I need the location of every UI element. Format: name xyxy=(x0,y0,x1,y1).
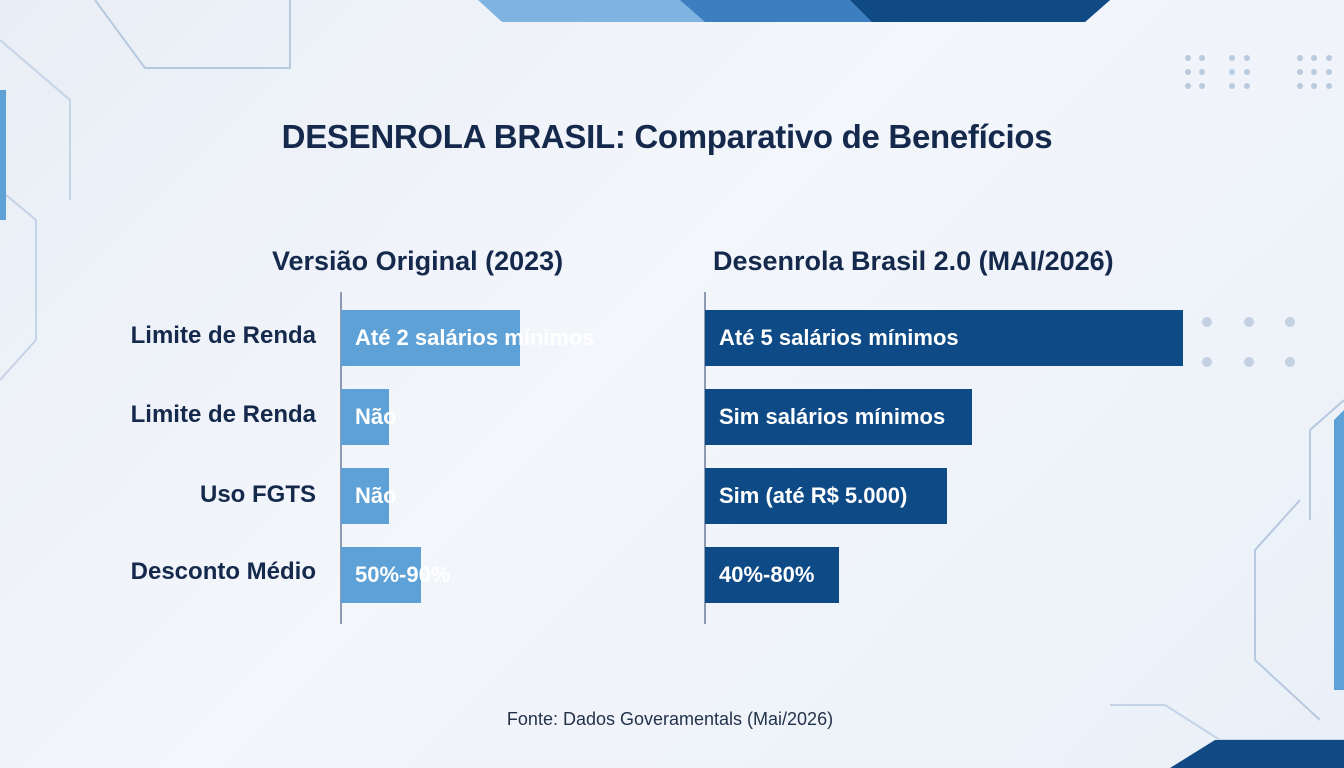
bar-v2-income-limit-2: Sim salários mínimos xyxy=(705,389,972,445)
left-edge-accent xyxy=(0,90,6,220)
row-label-income-limit: Limite de Renda xyxy=(130,322,316,349)
top-ribbon-dark xyxy=(850,0,1110,22)
column-title-original: Versião Original (2023) xyxy=(272,246,564,276)
bar-original-income-limit: Até 2 salários mínimos xyxy=(341,310,595,366)
axis-line-v2 xyxy=(704,292,706,624)
bar-original-fgts: Não xyxy=(341,468,397,524)
chart-title: DESENROLA BRASIL: Comparativo de Benefíc… xyxy=(281,118,1053,155)
row-label-average-discount: Desconto Médio xyxy=(130,558,316,585)
line-decoration-right-2 xyxy=(1254,499,1321,721)
row-label-income-limit-2: Limite de Renda xyxy=(130,401,316,428)
column-title-v2: Desenrola Brasil 2.0 (MAI/2026) xyxy=(713,246,1114,276)
bar-v2-income-limit: Até 5 salários mínimos xyxy=(705,310,1183,366)
line-decoration-left-2 xyxy=(0,189,37,381)
bar-v2-fgts: Sim (até R$ 5.000) xyxy=(705,468,947,524)
axis-line-original xyxy=(340,292,342,624)
bar-original-discount: 50%-90% xyxy=(341,547,450,603)
source-note: Fonte: Dados Goveramentals (Mai/2026) xyxy=(506,709,834,729)
bar-original-income-limit-2: Não xyxy=(341,389,397,445)
right-edge-accent xyxy=(1334,410,1344,690)
bar-v2-discount: 40%-80% xyxy=(705,547,839,603)
dot-grid-top-right xyxy=(1185,55,1332,89)
line-decoration-top-left xyxy=(94,0,291,69)
line-decoration-right xyxy=(1309,399,1344,520)
line-decoration-left xyxy=(0,39,71,200)
dot-grid-right xyxy=(1202,317,1295,367)
bottom-right-ribbon xyxy=(1170,740,1344,768)
row-label-fgts: Uso FGTS xyxy=(199,481,316,508)
